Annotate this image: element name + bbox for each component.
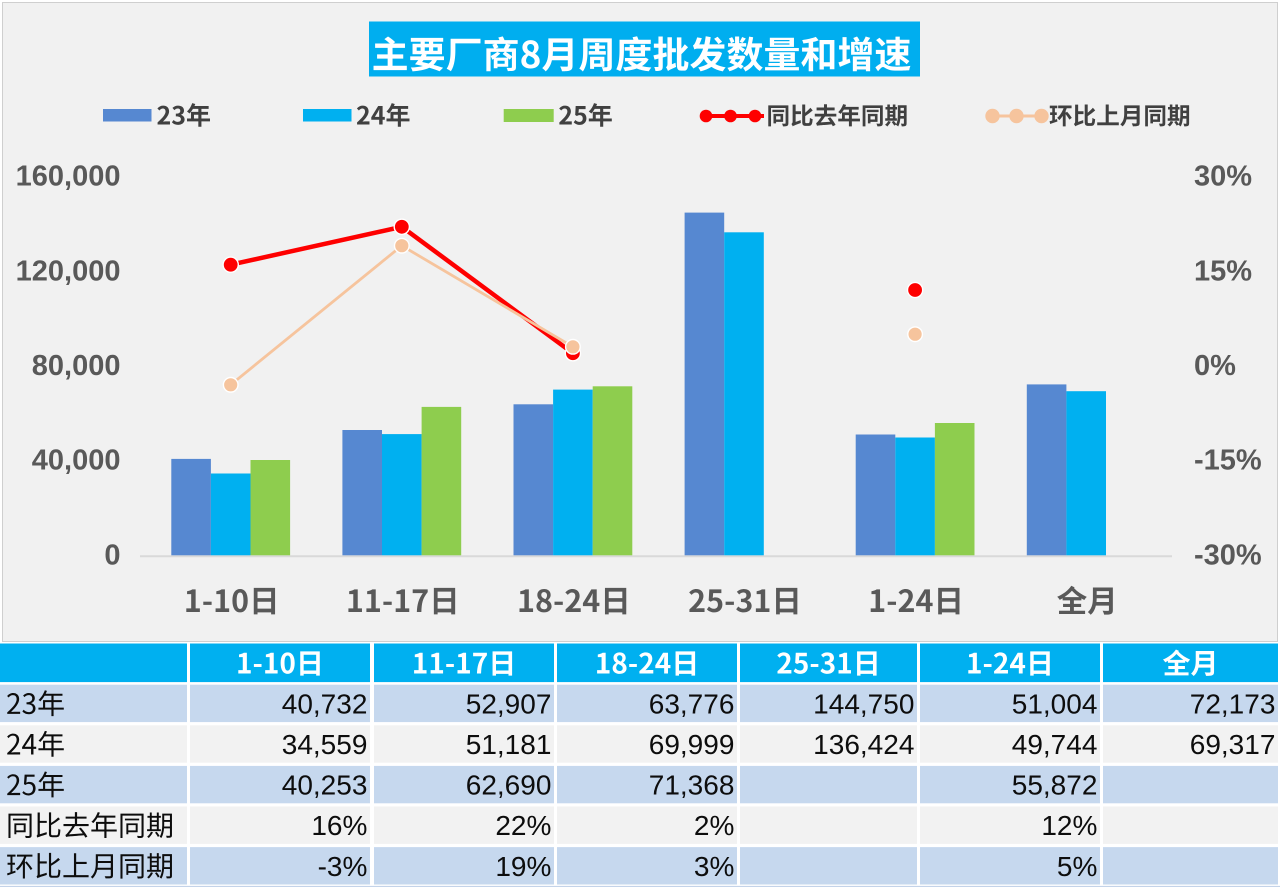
svg-text:34,559: 34,559 <box>282 729 368 760</box>
svg-text:80,000: 80,000 <box>32 350 121 382</box>
svg-text:40,000: 40,000 <box>32 445 121 477</box>
svg-text:16%: 16% <box>311 810 367 841</box>
svg-text:-3%: -3% <box>318 851 368 882</box>
svg-text:-30%: -30% <box>1194 540 1262 572</box>
svg-text:40,253: 40,253 <box>282 770 368 801</box>
svg-text:52,907: 52,907 <box>466 688 552 719</box>
svg-text:0: 0 <box>104 540 120 572</box>
svg-text:72,173: 72,173 <box>1190 688 1276 719</box>
svg-text:51,181: 51,181 <box>466 729 552 760</box>
svg-text:69,999: 69,999 <box>649 729 735 760</box>
svg-text:40,732: 40,732 <box>282 688 368 719</box>
svg-text:-15%: -15% <box>1194 445 1262 477</box>
svg-text:5%: 5% <box>1057 851 1097 882</box>
svg-text:15%: 15% <box>1194 256 1252 288</box>
svg-text:120,000: 120,000 <box>16 256 121 288</box>
svg-text:19%: 19% <box>495 851 551 882</box>
svg-text:30%: 30% <box>1194 161 1252 193</box>
svg-text:69,317: 69,317 <box>1190 729 1276 760</box>
svg-text:136,424: 136,424 <box>813 729 914 760</box>
svg-text:49,744: 49,744 <box>1012 729 1098 760</box>
svg-text:0%: 0% <box>1194 350 1236 382</box>
svg-text:144,750: 144,750 <box>813 688 914 719</box>
svg-text:3%: 3% <box>694 851 734 882</box>
svg-text:63,776: 63,776 <box>649 688 735 719</box>
svg-text:71,368: 71,368 <box>649 770 735 801</box>
svg-text:55,872: 55,872 <box>1012 770 1098 801</box>
svg-text:12%: 12% <box>1041 810 1097 841</box>
svg-text:2%: 2% <box>694 810 734 841</box>
svg-text:160,000: 160,000 <box>16 161 121 193</box>
svg-text:22%: 22% <box>495 810 551 841</box>
svg-text:62,690: 62,690 <box>466 770 552 801</box>
svg-text:51,004: 51,004 <box>1012 688 1098 719</box>
